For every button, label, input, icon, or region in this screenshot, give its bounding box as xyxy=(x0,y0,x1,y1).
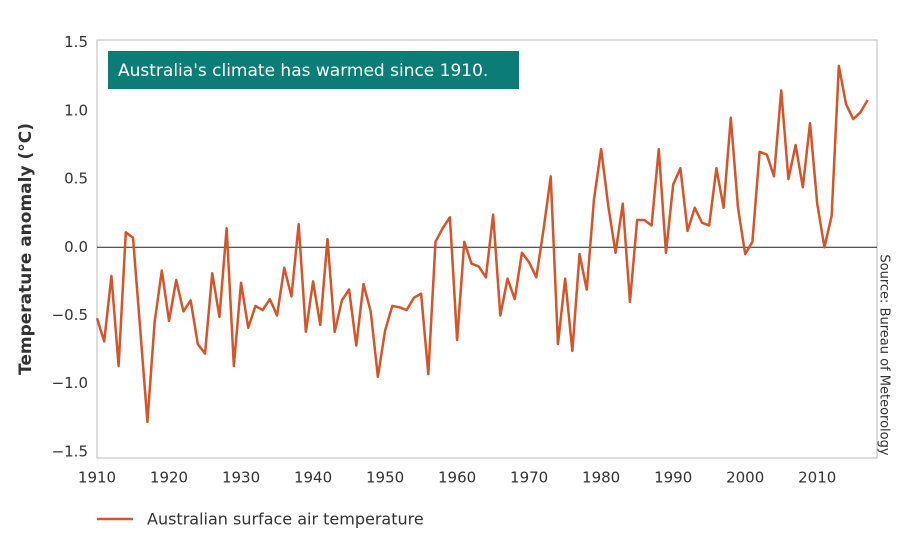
annotation: Australia's climate has warmed since 191… xyxy=(118,61,488,81)
x-tick-label: 1910 xyxy=(78,469,116,487)
x-tick-label: 1990 xyxy=(654,469,692,487)
x-tick-label: 2010 xyxy=(798,469,836,487)
y-tick-label: −0.5 xyxy=(52,306,88,324)
y-tick-label: 0.0 xyxy=(64,238,88,256)
y-tick-label: 1.5 xyxy=(64,33,88,51)
x-tick-label: 1960 xyxy=(438,469,476,487)
x-tick-label: 1950 xyxy=(366,469,404,487)
x-tick-label: 1930 xyxy=(222,469,260,487)
annotation-box xyxy=(108,51,519,89)
x-tick-label: 1940 xyxy=(294,469,332,487)
y-tick-label: 0.5 xyxy=(64,170,88,188)
plot-frame xyxy=(96,39,878,459)
y-tick-label: −1.0 xyxy=(52,374,88,392)
x-tick-label: 1920 xyxy=(150,469,188,487)
data-line xyxy=(95,64,869,424)
y-tick-label: 1.0 xyxy=(64,101,88,119)
x-tick-label: 2000 xyxy=(726,469,764,487)
source: Source: Bureau of Meteorology xyxy=(877,254,892,455)
y-axis-label: Temperature anomaly (°C) xyxy=(16,123,36,375)
x-tick-label: 1980 xyxy=(582,469,620,487)
legend-label: Australian surface air temperature xyxy=(147,510,424,529)
y-tick-label: −1.5 xyxy=(52,442,88,460)
x-tick-label: 1970 xyxy=(510,469,548,487)
